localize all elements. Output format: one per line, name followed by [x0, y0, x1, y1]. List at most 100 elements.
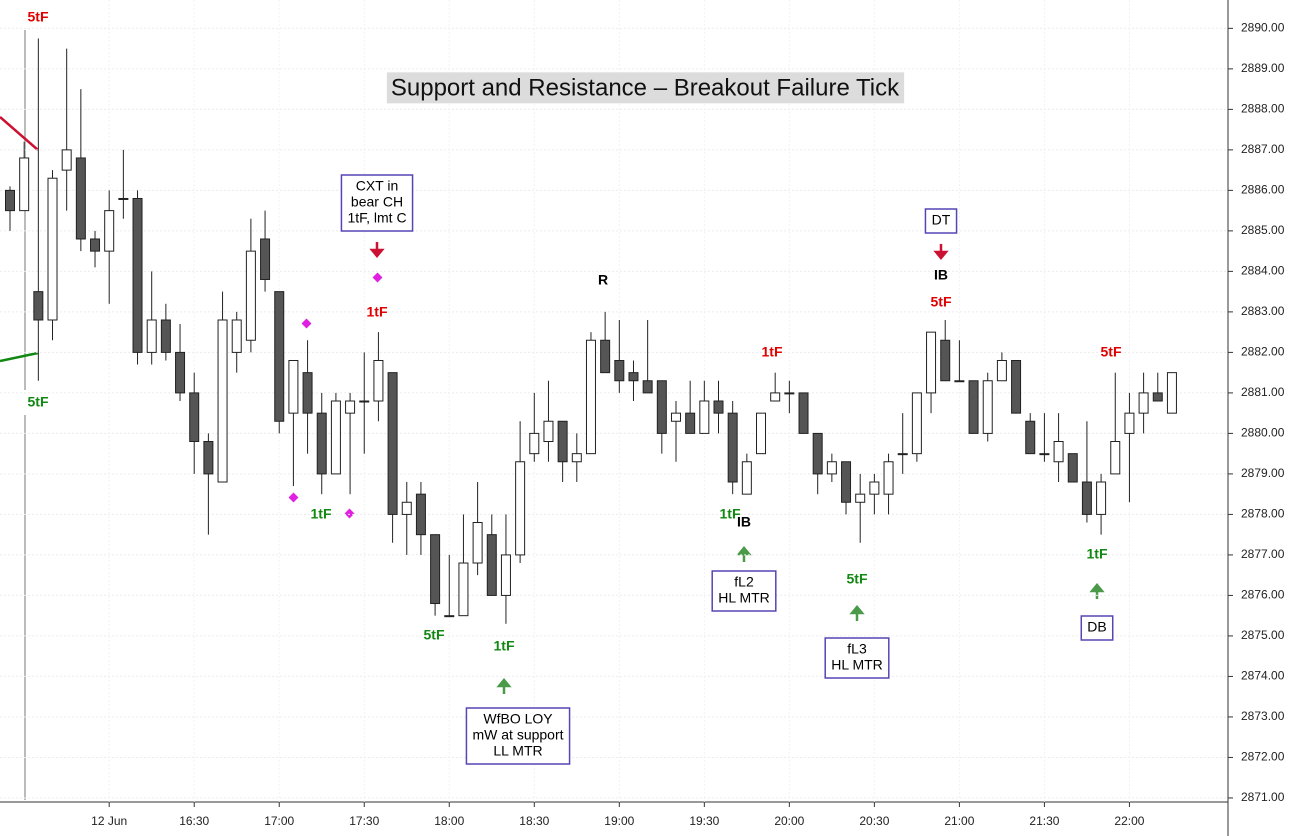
- annotation-text: 1tF: [1087, 546, 1108, 562]
- annotation-text: HL MTR: [718, 590, 770, 606]
- annotation-frame: [340, 174, 414, 232]
- x-tick-label: 21:30: [1029, 814, 1059, 828]
- x-tick-label: 18:30: [519, 814, 549, 828]
- candle-body: [600, 339, 611, 374]
- annotation-box: DB: [1080, 615, 1114, 641]
- chart-title: Support and Resistance – Breakout Failur…: [391, 74, 900, 101]
- up-arrow: [1089, 583, 1105, 599]
- candle-body: [1096, 481, 1107, 515]
- annotation-text: fL3: [847, 641, 867, 657]
- y-tick-label: 2884.00: [1241, 264, 1285, 278]
- annotation-text: IB: [737, 514, 751, 530]
- candle-body: [756, 412, 767, 455]
- annotation-label: IB: [934, 267, 948, 283]
- candle-body: [430, 534, 441, 605]
- candle-body: [515, 461, 526, 556]
- candle-body: [1067, 453, 1078, 483]
- candle-body: [302, 372, 313, 414]
- candle-body: [628, 372, 639, 382]
- candle-body: [557, 420, 568, 463]
- candle-body: [359, 400, 370, 403]
- x-tick-label: 19:30: [689, 814, 719, 828]
- candle-body: [812, 432, 823, 475]
- annotation-label: 5tF: [424, 627, 445, 643]
- y-tick-label: 2880.00: [1241, 426, 1285, 440]
- x-tick-label: 16:30: [179, 814, 209, 828]
- diamond: [288, 492, 299, 503]
- y-tick-label: 2872.00: [1241, 750, 1285, 764]
- x-tick-label: 21:00: [944, 814, 974, 828]
- candle-body: [685, 412, 696, 434]
- trend-line: [0, 351, 39, 363]
- candle-body: [798, 392, 809, 434]
- annotation-label: 1tF: [311, 506, 332, 522]
- candle-body: [1053, 441, 1064, 463]
- y-tick-label: 2874.00: [1241, 669, 1285, 683]
- y-tick-label: 2873.00: [1241, 709, 1285, 723]
- title-background: [386, 72, 905, 104]
- annotation-text: 5tF: [931, 294, 952, 310]
- title-group: Support and Resistance – Breakout Failur…: [386, 72, 905, 104]
- annotation-text: 1tF, lmt C: [347, 210, 406, 226]
- x-tick-label: 12 Jun: [91, 814, 127, 828]
- y-tick-label: 2886.00: [1241, 183, 1285, 197]
- annotation-text: 5tF: [28, 394, 49, 410]
- annotation-text: bear CH: [351, 194, 403, 210]
- x-tick-label: 19:00: [604, 814, 634, 828]
- candle-body: [33, 291, 44, 321]
- candle-body: [231, 319, 242, 353]
- candle-body: [826, 461, 837, 475]
- annotation-text: 1tF: [367, 304, 388, 320]
- candle-body: [486, 534, 497, 596]
- candle-body: [699, 400, 710, 434]
- candle-body: [132, 197, 143, 353]
- candle-body: [472, 522, 483, 564]
- y-tick-label: 2885.00: [1241, 223, 1285, 237]
- candle-body: [1124, 412, 1135, 434]
- candle-body: [330, 400, 341, 475]
- candle-body: [47, 177, 58, 321]
- candle-body: [203, 441, 214, 475]
- annotation-text: 1tF: [311, 506, 332, 522]
- signal-diamonds: [288, 272, 383, 519]
- candle-body: [855, 493, 866, 503]
- annotation-text: LL MTR: [493, 743, 542, 759]
- y-tick-label: 2888.00: [1241, 102, 1285, 116]
- candle-body: [458, 562, 469, 617]
- candle-body: [585, 339, 596, 455]
- annotation-label: 1tF: [1087, 546, 1108, 562]
- annotation-frame: [1080, 615, 1114, 641]
- candle-body: [160, 319, 171, 353]
- candle-body: [1081, 481, 1092, 515]
- candle-body: [529, 432, 540, 455]
- annotation-label: 5tF: [28, 394, 49, 410]
- arrows: [369, 242, 1105, 694]
- annotation-text: 5tF: [847, 571, 868, 587]
- candle-body: [387, 372, 398, 515]
- x-tick-label: 17:30: [349, 814, 379, 828]
- candle-body: [883, 461, 894, 495]
- y-tick-label: 2882.00: [1241, 345, 1285, 359]
- candle-body: [968, 380, 979, 434]
- annotation-text: HL MTR: [831, 657, 883, 673]
- candle-body: [345, 400, 356, 414]
- y-tick-label: 2871.00: [1241, 790, 1285, 804]
- annotation-text: 1tF: [762, 344, 783, 360]
- candle-body: [770, 392, 781, 402]
- candle-body: [316, 412, 327, 475]
- diamond: [372, 272, 383, 283]
- candle-body: [175, 351, 186, 394]
- annotation-text: R: [598, 272, 608, 288]
- annotation-label: 1tF: [367, 304, 388, 320]
- candle-body: [954, 380, 965, 383]
- up-arrow: [849, 605, 865, 621]
- candle-body: [1138, 392, 1149, 414]
- up-arrow: [496, 678, 512, 694]
- annotation-box: DT: [924, 208, 958, 234]
- annotation-frame: [711, 570, 777, 612]
- annotation-text: 1tF: [720, 506, 741, 522]
